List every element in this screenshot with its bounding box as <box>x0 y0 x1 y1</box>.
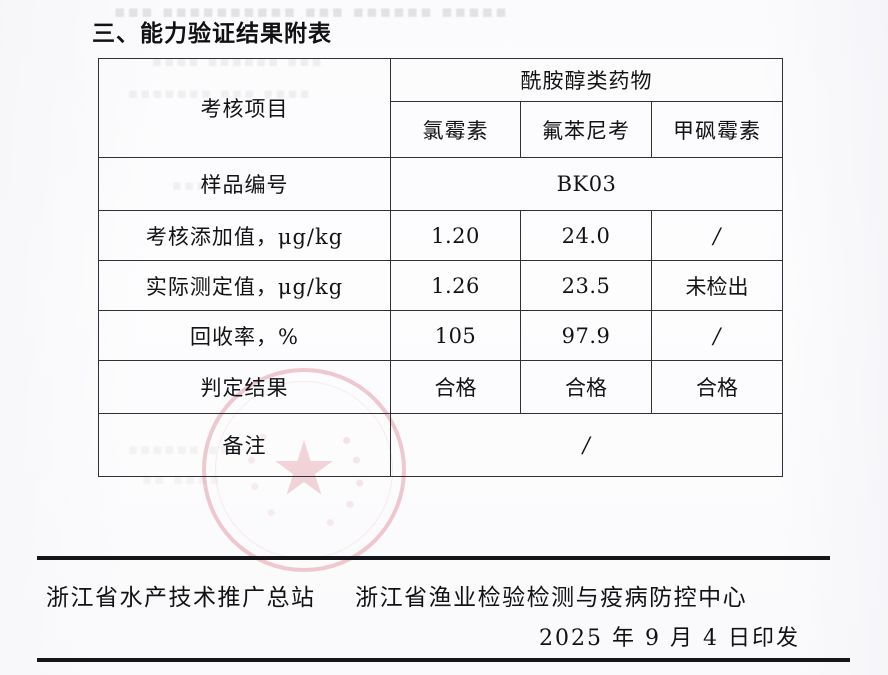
row-value-measured-thiamphenicol: 未检出 <box>651 260 783 311</box>
table-row: 考核添加值，μg/kg 1.20 24.0 / <box>98 210 783 261</box>
table-header-row-group: 考核项目 酰胺醇类药物 <box>98 58 783 158</box>
row-value-recovery-florfenicol: 97.9 <box>520 310 652 361</box>
table-header-row-drugs: 氯霉素 氟苯尼考 甲砜霉素 <box>99 101 783 158</box>
footer-issue-date: 2025 年 9 月 4 日印发 <box>539 626 800 651</box>
row-value-recovery-chloramphenicol: 105 <box>390 310 521 361</box>
row-value-measured-chloramphenicol: 1.26 <box>390 260 521 311</box>
page-title: 三、能力验证结果附表 <box>92 21 332 47</box>
row-value-judgement-chloramphenicol: 合格 <box>390 360 521 414</box>
header-cell-drug-group: 酰胺醇类药物 <box>390 58 783 102</box>
row-label-recovery-rate: 回收率，% <box>98 310 391 361</box>
row-label-measured-value: 实际测定值，μg/kg <box>98 260 391 311</box>
row-value-judgement-thiamphenicol: 合格 <box>651 360 783 414</box>
row-value-spiked-thiamphenicol: / <box>651 210 783 261</box>
row-value-recovery-thiamphenicol: / <box>651 310 783 361</box>
table-row: 实际测定值，μg/kg 1.26 23.5 未检出 <box>98 260 783 311</box>
row-value-measured-florfenicol: 23.5 <box>520 260 652 311</box>
row-value-remark: / <box>390 413 783 477</box>
footer-org-right: 浙江省渔业检验检测与疫病防控中心 <box>355 585 748 611</box>
header-cell-item: 考核项目 <box>98 58 391 158</box>
row-label-sample-number: 样品编号 <box>98 157 391 211</box>
footer-divider-top <box>37 556 830 560</box>
row-value-spiked-florfenicol: 24.0 <box>520 210 652 261</box>
footer-org-left: 浙江省水产技术推广总站 <box>46 585 316 611</box>
header-cell-drug-2: 氟苯尼考 <box>520 101 652 158</box>
table-row: 样品编号 BK03 <box>98 157 783 211</box>
header-cell-drug-1: 氯霉素 <box>390 101 521 158</box>
capability-verification-results-table: 考核项目 酰胺醇类药物 氯霉素 氟苯尼考 甲砜霉素 样品编号 BK03 考核添加… <box>98 58 783 477</box>
row-value-spiked-chloramphenicol: 1.20 <box>390 210 521 261</box>
row-value-sample-number: BK03 <box>390 157 783 211</box>
table-row: 备注 / <box>98 413 783 477</box>
header-cell-drug-3: 甲砜霉素 <box>651 101 783 158</box>
footer-divider-bottom <box>37 658 850 662</box>
table-row: 判定结果 合格 合格 合格 <box>98 360 783 414</box>
row-value-judgement-florfenicol: 合格 <box>520 360 652 414</box>
footer-organizations: 浙江省水产技术推广总站 浙江省渔业检验检测与疫病防控中心 <box>46 578 846 612</box>
table-row: 回收率，% 105 97.9 / <box>98 310 783 361</box>
row-label-remark: 备注 <box>98 413 391 477</box>
row-label-judgement: 判定结果 <box>98 360 391 414</box>
row-label-spiked-value: 考核添加值，μg/kg <box>98 210 391 261</box>
